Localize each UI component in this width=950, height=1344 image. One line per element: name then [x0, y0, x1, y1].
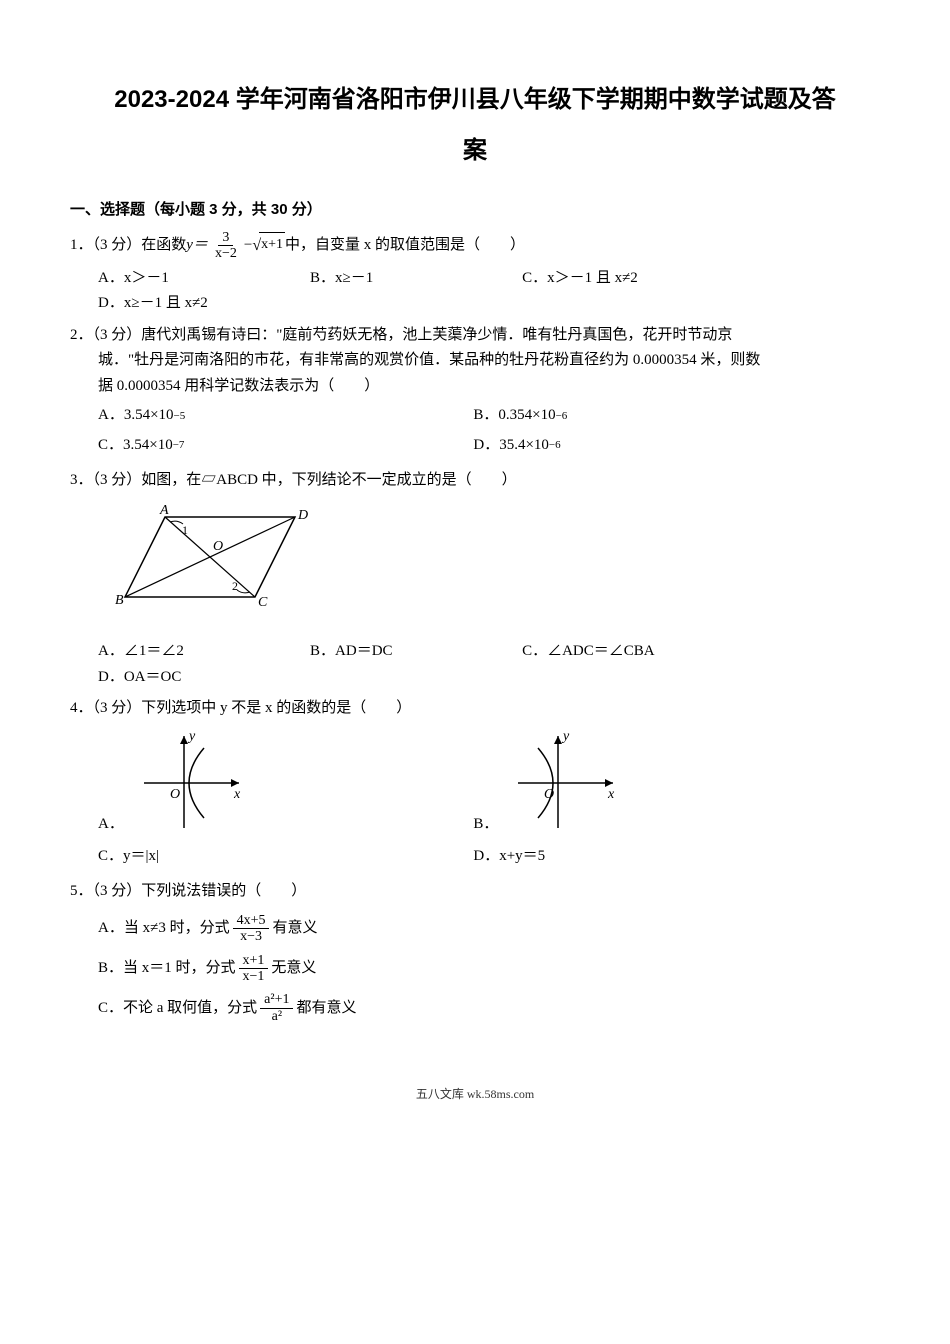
q3-stem: 3．（3 分）如图，在▱ABCD 中，下列结论不一定成立的是（ ）: [70, 468, 880, 494]
q1-sqrt: √ x+1: [252, 232, 285, 259]
q1-yeq: y＝: [186, 233, 208, 259]
q2-opt-d: D．35.4×10−6: [473, 433, 848, 459]
parallelogram-svg: A D B C O 1 2: [110, 502, 310, 622]
q4-graph-row: A． y x O B．: [70, 728, 880, 838]
label-C: C: [258, 595, 268, 610]
q1-suffix: 中，自变量 x 的取值范围是（ ）: [285, 233, 525, 259]
q5a-prefix: A．当 x≠3 时，分式: [98, 916, 230, 942]
q4-optB-label: B．: [473, 812, 498, 838]
q4a-x: x: [233, 787, 241, 802]
q1-opt-d: D．x≥－1 且 x≠2: [98, 291, 301, 317]
q2-line2: 城．"牡丹是河南洛阳的市花，有非常高的观赏价值．某品种的牡丹花粉直径约为 0.0…: [70, 348, 880, 374]
q5c-frac: a²+1 a²: [260, 992, 293, 1024]
q2-optA-exp: −5: [174, 407, 186, 426]
q2-optA-text: A．3.54×10: [98, 403, 174, 429]
question-2: 2．（3 分）唐代刘禹锡有诗曰："庭前芍药妖无格，池上芙蕖净少情．唯有牡丹真国色…: [70, 323, 880, 463]
q5-stem: 5．（3 分）下列说法错误的（ ）: [70, 879, 880, 905]
q4-cell-a: A． y x O: [98, 728, 473, 838]
section-1-header: 一、选择题（每小题 3 分，共 30 分）: [70, 197, 880, 223]
q1-frac-den: x−2: [211, 246, 241, 261]
question-5: 5．（3 分）下列说法错误的（ ） A．当 x≠3 时，分式 4x+5 x−3 …: [70, 879, 880, 1024]
q4a-O: O: [170, 787, 180, 802]
label-angle2: 2: [232, 579, 238, 593]
q4-graph-b: y x O: [508, 728, 628, 838]
q5-opt-a: A．当 x≠3 时，分式 4x+5 x−3 有意义: [70, 913, 880, 945]
q1-options: A．x＞－1 B．x≥－1 C．x＞－1 且 x≠2 D．x≥－1 且 x≠2: [70, 266, 880, 317]
q1-opt-c: C．x＞－1 且 x≠2: [522, 266, 725, 292]
q4-opt-c: C．y＝|x|: [98, 844, 473, 870]
q3-opt-c: C．∠ADC＝∠CBA: [522, 639, 725, 665]
q2-optD-text: D．35.4×10: [473, 433, 549, 459]
q5b-suffix: 无意义: [271, 956, 316, 982]
q5a-suffix: 有意义: [272, 916, 317, 942]
q5c-num: a²+1: [260, 992, 293, 1008]
q4b-O: O: [544, 787, 554, 802]
q2-opt-b: B．0.354×10−6: [473, 403, 848, 429]
q5a-frac: 4x+5 x−3: [233, 913, 270, 945]
q5b-den: x−1: [239, 969, 269, 984]
q5c-prefix: C．不论 a 取何值，分式: [98, 996, 257, 1022]
exam-title-line2: 案: [70, 131, 880, 172]
q4a-y: y: [187, 729, 196, 744]
question-1: 1．（3 分）在函数 y＝ 3 x−2 − √ x+1 中，自变量 x 的取值范…: [70, 230, 880, 317]
q4-options-cd: C．y＝|x| D．x+y＝5: [70, 844, 880, 874]
q5a-den: x−3: [236, 929, 266, 944]
q4-graph-a: y x O: [134, 728, 254, 838]
q2-optD-exp: −6: [549, 436, 561, 455]
q1-opt-b: B．x≥－1: [310, 266, 482, 292]
page-footer: 五八文库 wk.58ms.com: [70, 1084, 880, 1104]
q2-optB-exp: −6: [556, 407, 568, 426]
q5b-num: x+1: [239, 953, 269, 969]
q4-optA-label: A．: [98, 812, 124, 838]
q2-optC-exp: −7: [173, 436, 185, 455]
exam-page: 2023-2024 学年河南省洛阳市伊川县八年级下学期期中数学试题及答 案 一、…: [0, 0, 950, 1145]
q2-line3: 据 0.0000354 用科学记数法表示为（ ）: [70, 374, 880, 400]
q3-opt-a: A．∠1＝∠2: [98, 639, 270, 665]
q2-opt-a: A．3.54×10−5: [98, 403, 473, 429]
q5b-prefix: B．当 x＝1 时，分式: [98, 956, 236, 982]
label-angle1: 1: [182, 523, 188, 537]
q4-cell-b: B． y x O: [473, 728, 848, 838]
label-D: D: [297, 508, 308, 523]
label-O: O: [213, 539, 223, 554]
q3-opt-b: B．AD＝DC: [310, 639, 482, 665]
q4-stem: 4．（3 分）下列选项中 y 不是 x 的函数的是（ ）: [70, 696, 880, 722]
q1-frac-num: 3: [218, 230, 233, 246]
q1-opt-a: A．x＞－1: [98, 266, 270, 292]
q1-fraction: 3 x−2: [211, 230, 241, 262]
q2-optC-text: C．3.54×10: [98, 433, 173, 459]
q2-opt-c: C．3.54×10−7: [98, 433, 473, 459]
q4b-y: y: [561, 729, 570, 744]
q5-opt-b: B．当 x＝1 时，分式 x+1 x−1 无意义: [70, 953, 880, 985]
q2-options: A．3.54×10−5 B．0.354×10−6 C．3.54×10−7 D．3…: [70, 403, 880, 462]
q1-minus: −: [244, 233, 252, 259]
q1-stem: 1．（3 分）在函数 y＝ 3 x−2 − √ x+1 中，自变量 x 的取值范…: [70, 230, 880, 262]
question-3: 3．（3 分）如图，在▱ABCD 中，下列结论不一定成立的是（ ） A D B …: [70, 468, 880, 690]
q5b-frac: x+1 x−1: [239, 953, 269, 985]
q4b-x: x: [607, 787, 615, 802]
q5c-den: a²: [268, 1009, 286, 1024]
q1-radicand: x+1: [259, 232, 285, 257]
q2-optB-text: B．0.354×10: [473, 403, 555, 429]
exam-title-line1: 2023-2024 学年河南省洛阳市伊川县八年级下学期期中数学试题及答: [70, 80, 880, 121]
q5a-num: 4x+5: [233, 913, 270, 929]
q4-opt-d: D．x+y＝5: [473, 844, 848, 870]
q3-figure: A D B C O 1 2: [110, 502, 880, 632]
label-A: A: [159, 503, 169, 518]
label-B: B: [115, 593, 124, 608]
q5c-suffix: 都有意义: [296, 996, 356, 1022]
q3-opt-d: D．OA＝OC: [98, 665, 301, 691]
q5-opt-c: C．不论 a 取何值，分式 a²+1 a² 都有意义: [70, 992, 880, 1024]
q3-options: A．∠1＝∠2 B．AD＝DC C．∠ADC＝∠CBA D．OA＝OC: [70, 639, 880, 690]
q2-line1: 2．（3 分）唐代刘禹锡有诗曰："庭前芍药妖无格，池上芙蕖净少情．唯有牡丹真国色…: [70, 323, 880, 349]
question-4: 4．（3 分）下列选项中 y 不是 x 的函数的是（ ） A． y x O B．: [70, 696, 880, 873]
q1-prefix: 1．（3 分）在函数: [70, 233, 186, 259]
